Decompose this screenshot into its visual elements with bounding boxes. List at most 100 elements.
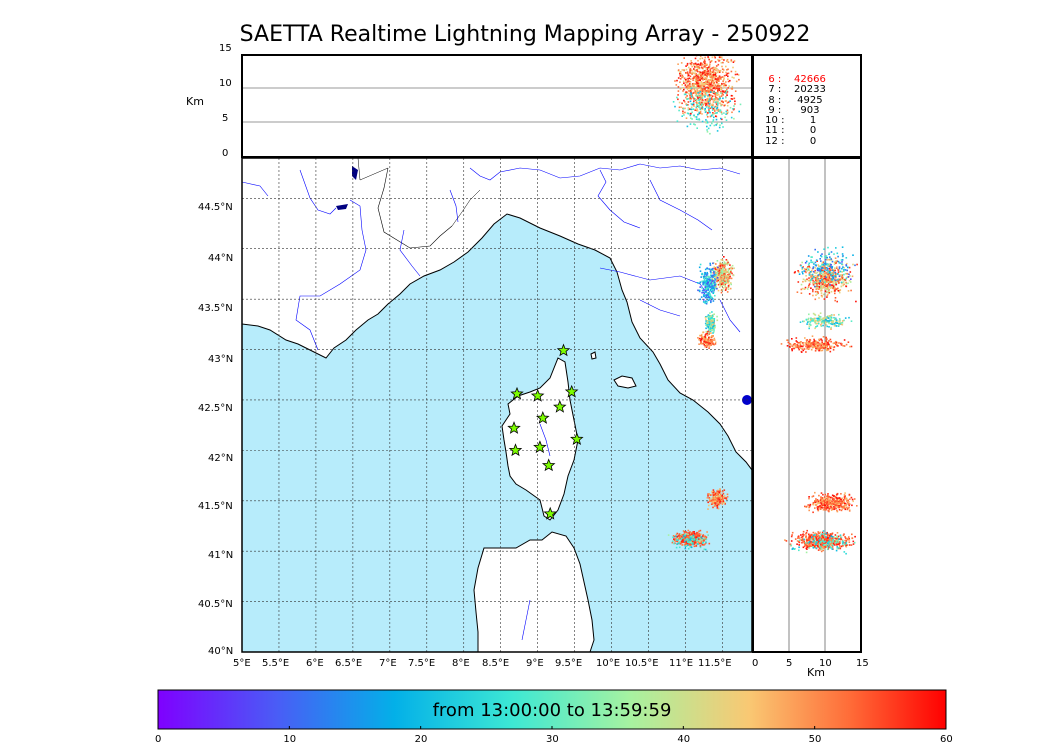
lightning-source [709,312,711,314]
altitude-source [677,77,680,79]
altitude-source [723,104,726,107]
lightning-source [710,329,713,331]
side-source [830,266,833,268]
altitude-source [716,78,718,80]
altitude-source [685,117,688,119]
lightning-source [724,270,727,273]
side-source [815,346,818,349]
altitude-source [718,87,720,90]
lightning-source [692,533,695,535]
altitude-source [712,101,715,103]
lightning-source [697,532,700,534]
altitude-source [715,115,717,117]
side-source [826,325,828,328]
side-source [803,540,806,543]
side-source [819,319,822,321]
altitude-source [727,61,730,63]
side-source [815,537,817,539]
side-source [830,345,833,348]
side-source [827,505,829,507]
altitude-sources [672,48,742,135]
side-source [808,262,810,265]
altitude-source [699,106,701,109]
lightning-source [720,258,723,261]
altitude-source [677,98,679,101]
lightning-source [726,260,729,262]
side-source [850,345,853,348]
lightning-source [708,324,710,327]
lightning-source [684,535,687,537]
altitude-source [715,112,717,114]
side-source [801,538,804,540]
side-source [801,267,804,269]
side-source [838,266,841,268]
altitude-source [719,109,722,112]
side-source [817,546,819,548]
side-source [823,508,826,511]
side-source [810,259,812,262]
side-source [847,341,850,343]
side-source [813,338,815,341]
side-source [824,320,827,323]
side-source [838,508,841,511]
altitude-source [713,124,716,127]
altitude-source [690,106,693,108]
side-source [841,278,844,281]
altitude-source [716,112,718,114]
side-source [823,541,825,543]
side-source [826,341,829,344]
altitude-source [710,91,712,93]
lightning-source [700,334,703,337]
altitude-source [708,109,710,111]
lightning-source [713,283,715,285]
side-source [835,549,838,552]
lightning-source [712,262,715,264]
side-source [843,319,845,322]
lightning-source [727,277,729,279]
altitude-source [707,48,709,50]
side-source [844,272,847,275]
lightning-source [673,538,675,540]
lightning-source [707,326,710,329]
side-source [834,322,837,324]
side-source [828,290,830,292]
lightning-source [692,534,695,537]
lightning-source [723,271,725,273]
side-source [828,495,830,498]
lightning-source [688,534,690,537]
altitude-source [677,63,679,65]
side-source [848,494,851,497]
side-source [823,343,826,346]
altitude-source [707,70,710,72]
side-source [836,506,839,508]
lightning-source [708,336,711,338]
lightning-source [708,328,710,331]
side-source [848,541,851,543]
side-source [836,260,838,262]
side-source [819,265,822,268]
lightning-source [675,546,678,549]
side-source [824,274,826,277]
side-source [812,279,814,282]
lightning-source [679,533,682,536]
lightning-source [681,537,683,540]
altitude-source [692,97,695,99]
altitude-source [696,70,699,73]
altitude-source [705,73,708,75]
lightning-source [720,272,722,274]
lightning-source [711,283,713,285]
lightning-source [688,539,690,542]
side-source [816,288,819,290]
lightning-source [705,290,708,292]
side-source [813,344,815,347]
lightning-source [723,283,725,285]
side-source [838,267,841,270]
altitude-source [698,98,701,100]
side-source [822,509,825,511]
altitude-source [704,88,706,91]
altitude-source [679,88,682,90]
side-source [829,256,831,258]
colorbar-tick-label: 20 [414,734,428,745]
altitude-source [689,75,692,78]
lightning-source [703,344,706,346]
